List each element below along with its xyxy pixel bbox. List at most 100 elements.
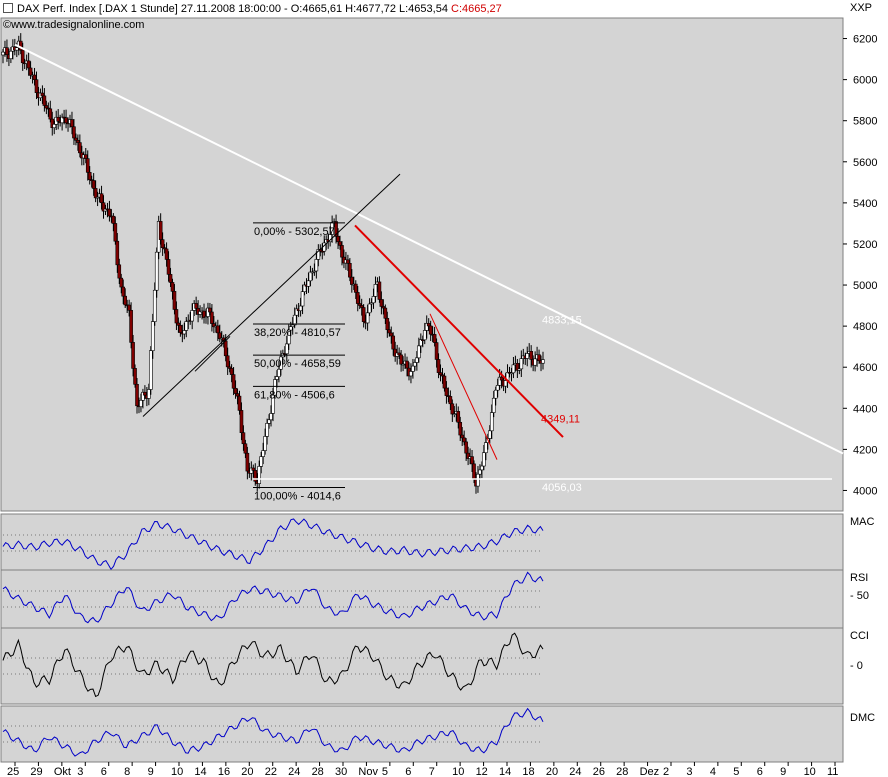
candle-body [355,292,360,304]
rsi-panel: RSI - 50 [0,569,869,629]
chart-title: DAX Perf. Index [.DAX 1 Stunde] 27.11.20… [3,2,843,16]
annotations: 4833,15 4056,03 4349,11 0,00% - 5302,57 38,2… [14,43,844,502]
y-tick-label: 5600 [853,157,877,169]
y-tick-label: 5400 [853,198,877,210]
price-axis: 6200 6000 5800 5600 5400 5200 5000 4800 4600 4400… [843,34,877,497]
candle-body [275,376,279,380]
candle-body [359,305,364,308]
candle-body [83,154,88,159]
candle-body [487,430,492,439]
candle-body [154,251,159,291]
candle-body [308,271,313,282]
candle-body [478,469,482,475]
candle-body [245,452,250,472]
candle-body [123,295,127,306]
x-tick-label: 28 [616,766,628,777]
candle-body [428,325,433,335]
candle-body [149,350,153,390]
candle-body [111,215,116,224]
candle-body [176,322,181,326]
fan-line-upper [142,173,401,417]
candle-body [117,264,122,279]
x-tick-label: 14 [194,766,206,777]
candle-body [426,323,431,327]
candle-body [5,47,9,56]
candle-body [194,303,198,309]
candle-body [444,387,449,396]
mac-panel: MAC [0,513,875,573]
candle-body [271,394,275,414]
rsi-tick-50: - 50 [850,590,869,602]
dmc-panel: DMC [0,705,875,763]
candle-body [74,137,78,141]
candle-body [131,342,135,369]
candle-body [208,307,212,313]
x-tick-label: 24 [569,766,581,777]
candle-body [129,309,133,343]
x-tick-label: Okt [54,766,71,777]
x-tick-label: 28 [312,766,324,777]
candle-body [107,208,112,217]
candle-body [44,105,49,109]
candle-body [170,282,175,292]
candle-body [415,357,419,363]
x-tick-label: 10 [171,766,183,777]
candle-body [265,423,269,437]
rsi-panel-frame [0,569,844,629]
candle-body [1,51,5,56]
candle-body [210,311,214,324]
cci-panel-frame [0,627,844,705]
candle-body [284,343,289,355]
candle-body [32,74,37,80]
candle-body [338,241,342,246]
candle-body [259,456,263,467]
x-axis: 25 29 Okt 3 6 8 9 10 14 16 20 22 24 28 30 Nov 5 6 7 10 12 14 1… [7,762,838,777]
candle-body [387,329,392,334]
candle-body [300,291,305,307]
candle-body [448,396,453,405]
x-tick-label: 9 [780,766,786,777]
dmc-lines [2,707,544,757]
candle-body [371,296,376,304]
candle-body [491,397,496,413]
candle-body [422,330,427,341]
candle-body [241,432,246,445]
candle-body [277,368,281,377]
y-tick-label: 4800 [853,321,877,333]
x-tick-label: Dez [640,766,660,777]
x-tick-label: 6 [405,766,411,777]
candle-body [14,47,19,51]
x-tick-label: 26 [593,766,605,777]
candle-body [306,280,311,287]
candle-body [442,375,447,389]
x-tick-label: 10 [804,766,816,777]
candle-body [91,180,96,189]
candle-body [243,443,248,454]
x-tick-label: 2 [663,766,669,777]
candle-body [85,158,90,173]
price-panel-frame [0,17,844,512]
candle-body [78,142,82,154]
candle-body [139,399,143,407]
y-tick-label: 6000 [853,75,877,87]
candle-body [229,368,234,375]
x-tick-label: 18 [522,766,534,777]
candle-body [235,393,240,397]
candle-body [484,442,488,454]
rsi-lines [2,571,544,624]
dmc-series-line [2,707,544,757]
candle-body [231,374,236,389]
candle-body [168,274,173,283]
y-tick-label: 5200 [853,239,877,251]
candle-body [166,259,171,275]
x-tick-label: 5 [733,766,739,777]
candle-body [472,463,476,480]
x-tick-label: 30 [335,766,347,777]
candle-body [537,354,541,362]
expand-icon[interactable] [3,3,13,13]
x-tick-label: 3 [686,766,692,777]
candle-body [267,419,271,424]
candle-body [340,245,344,258]
close-value: C:4665,27 [451,3,502,15]
